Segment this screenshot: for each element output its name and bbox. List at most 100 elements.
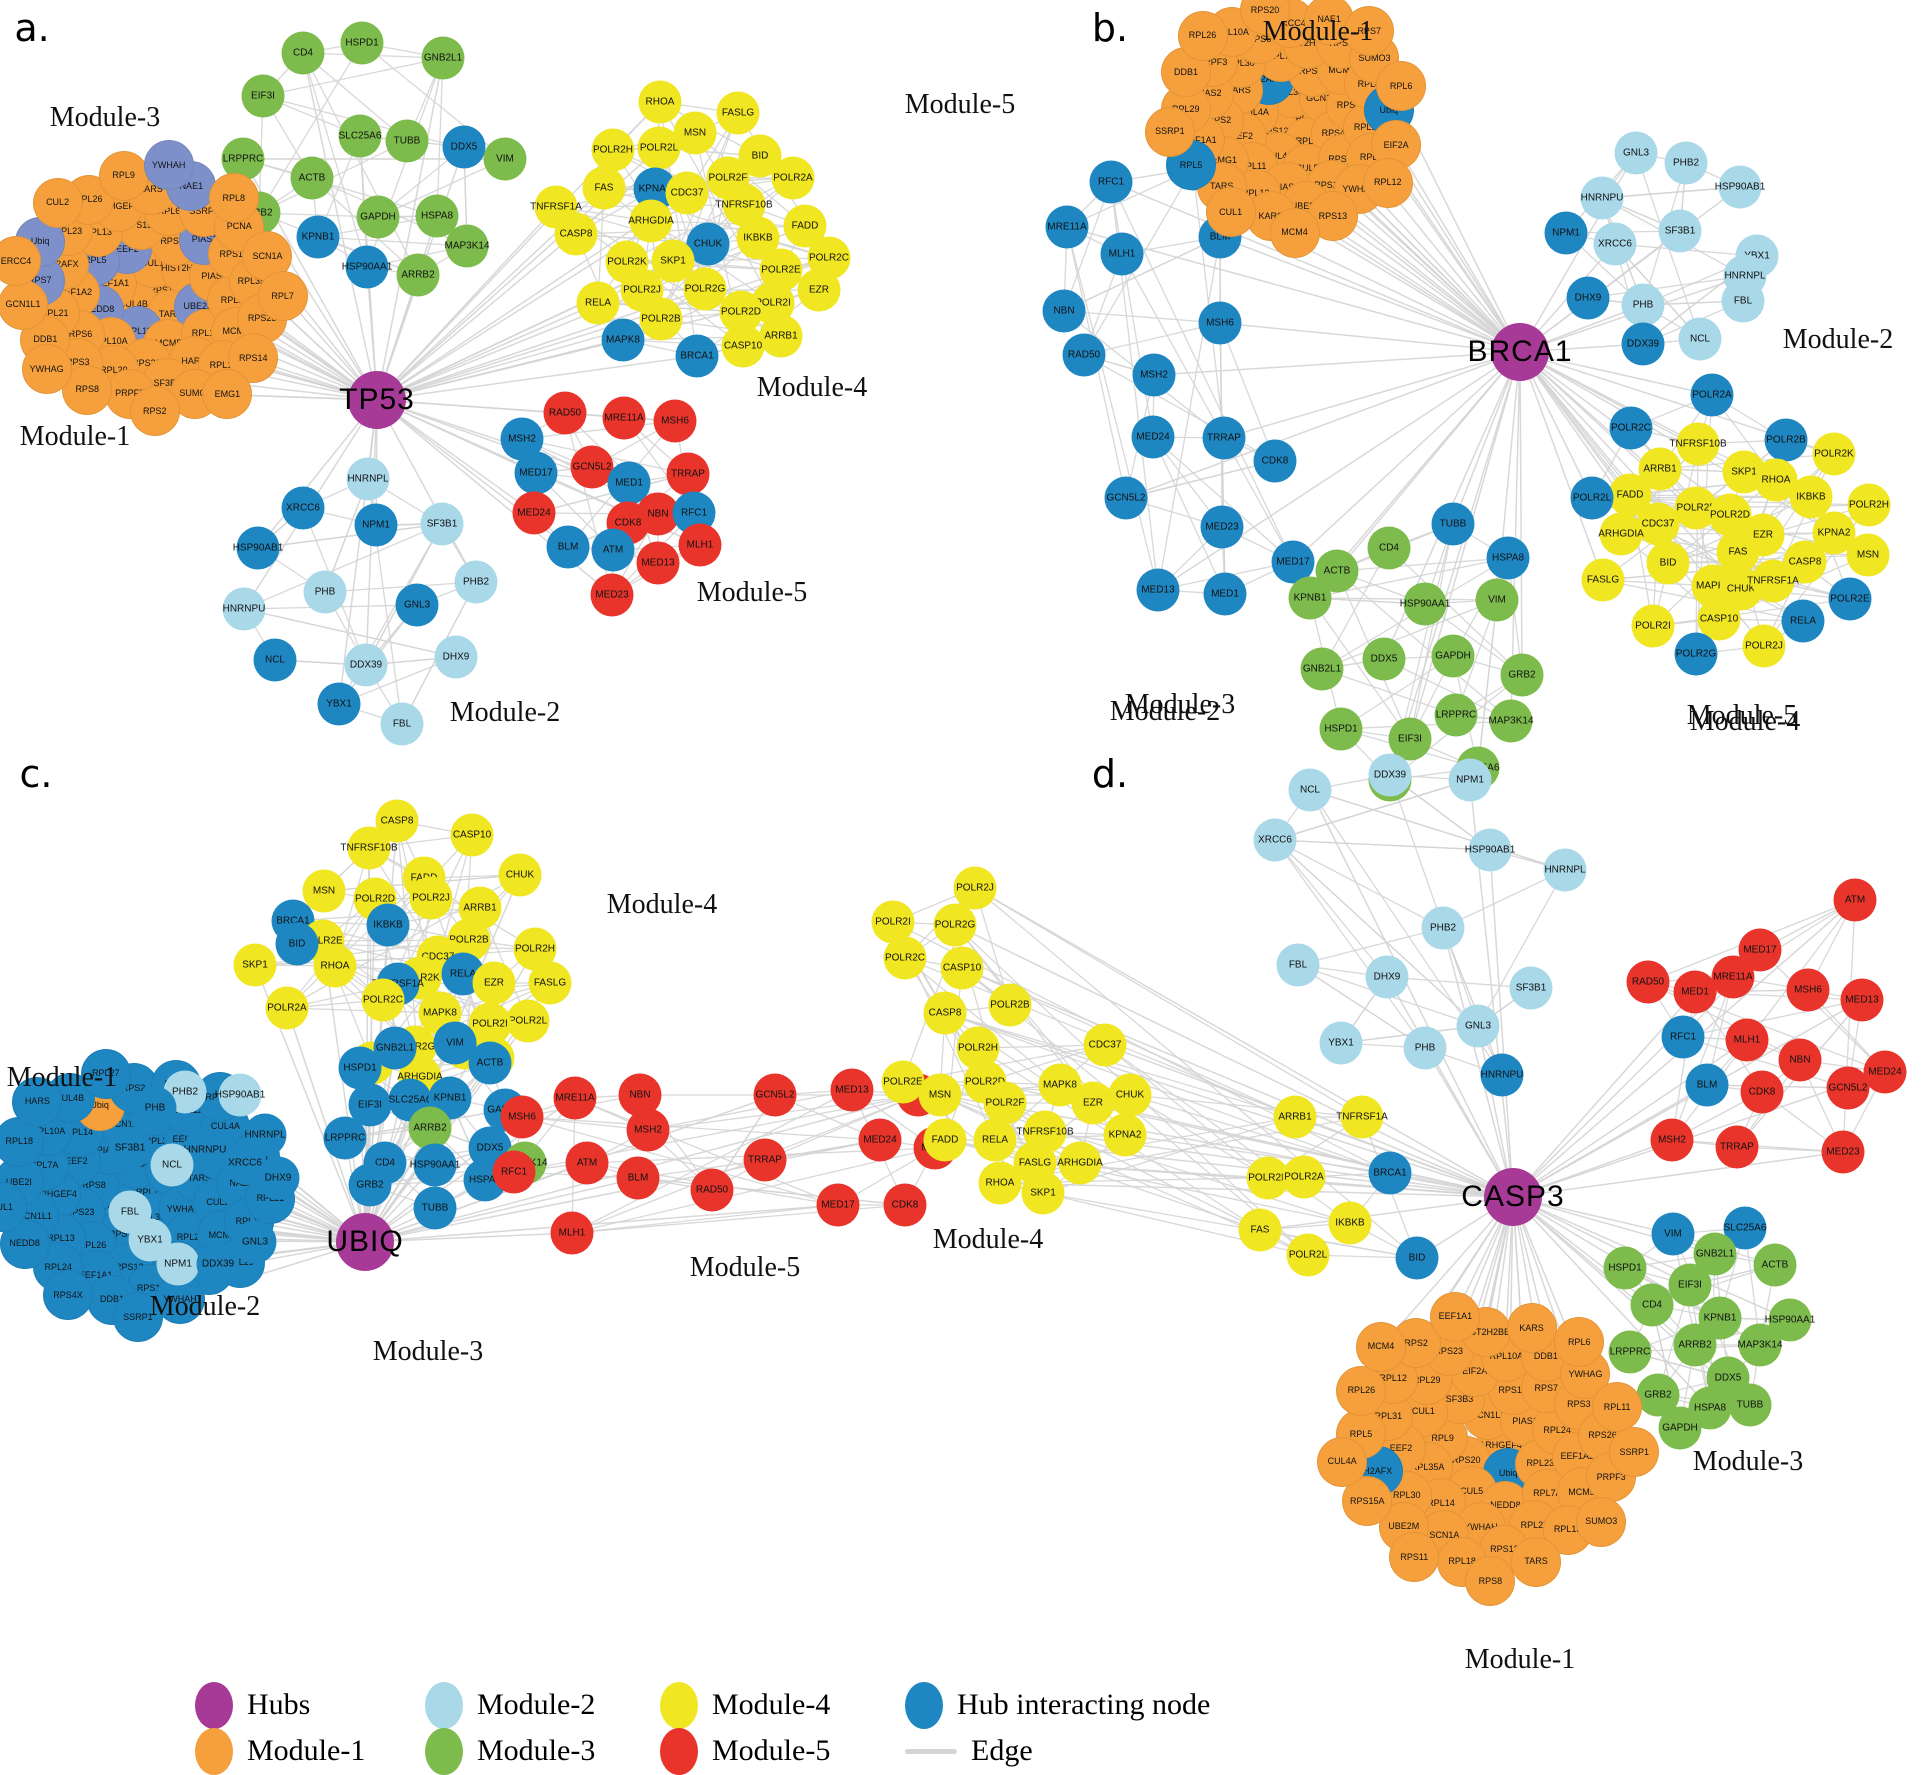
node-tnfrsf1a[interactable]: TNFRSF1A (1747, 559, 1799, 603)
node-polr2c[interactable]: POLR2C (883, 936, 927, 980)
node-ezr[interactable]: EZR (797, 268, 841, 312)
node-med1[interactable]: MED1 (1673, 970, 1717, 1014)
node-polr2l[interactable]: POLR2L (637, 126, 681, 170)
node-map3k14[interactable]: MAP3K14 (1488, 699, 1534, 743)
node-hspd1[interactable]: HSPD1 (338, 1046, 382, 1090)
node-eif3i[interactable]: EIF3I (1668, 1263, 1712, 1307)
node-ddx5[interactable]: DDX5 (1362, 637, 1406, 681)
node-mlh1[interactable]: MLH1 (550, 1211, 594, 1255)
node-mcm4[interactable]: MCM4 (1269, 207, 1320, 258)
node-hsp90aa1[interactable]: HSP90AA1 (342, 245, 392, 289)
node-fbl[interactable]: FBL (1721, 279, 1765, 323)
node-rpl26[interactable]: RPL26 (1177, 10, 1228, 61)
node-brca1[interactable]: BRCA1 (675, 334, 719, 378)
node-casp10[interactable]: CASP10 (721, 324, 765, 368)
hub-node-ubiq[interactable] (336, 1213, 394, 1271)
node-atm[interactable]: ATM (565, 1141, 609, 1185)
node-msh6[interactable]: MSH6 (653, 399, 697, 443)
node-ddx39[interactable]: DDX39 (1621, 322, 1665, 366)
node-gcn5l2[interactable]: GCN5L2 (1104, 476, 1148, 520)
node-tars[interactable]: TARS (1511, 1536, 1562, 1587)
node-rhoa[interactable]: RHOA (978, 1161, 1022, 1205)
node-cdk8[interactable]: CDK8 (1253, 439, 1297, 483)
node-rpl26[interactable]: RPL26 (1336, 1365, 1387, 1416)
node-hsp90ab1[interactable]: HSP90AB1 (215, 1073, 265, 1117)
node-casp10[interactable]: CASP10 (940, 946, 984, 990)
node-arhgdia[interactable]: ARHGDIA (1598, 512, 1644, 556)
node-skp1[interactable]: SKP1 (1021, 1171, 1065, 1215)
node-hspd1[interactable]: HSPD1 (1603, 1246, 1647, 1290)
node-ddx5[interactable]: DDX5 (442, 125, 486, 169)
node-med17[interactable]: MED17 (514, 451, 558, 495)
node-rps11[interactable]: RPS11 (1389, 1532, 1440, 1583)
node-ezr[interactable]: EZR (1071, 1081, 1115, 1125)
node-rpl9[interactable]: RPL9 (98, 150, 149, 201)
node-rela[interactable]: RELA (576, 281, 620, 325)
node-tubb[interactable]: TUBB (1728, 1383, 1772, 1427)
node-polr2l[interactable]: POLR2L (1570, 476, 1614, 520)
node-atm[interactable]: ATM (591, 528, 635, 572)
node-hsp90aa1[interactable]: HSP90AA1 (1400, 582, 1450, 626)
node-hsp90ab1[interactable]: HSP90AB1 (1465, 828, 1515, 872)
node-xrcc6[interactable]: XRCC6 (1593, 222, 1637, 266)
node-lrpprc[interactable]: LRPPRC (323, 1116, 367, 1160)
node-med24[interactable]: MED24 (1863, 1050, 1907, 1094)
node-ncl[interactable]: NCL (1288, 768, 1332, 812)
node-brca1[interactable]: BRCA1 (1368, 1151, 1412, 1195)
hub-node-brca1[interactable] (1491, 323, 1549, 381)
node-polr2c[interactable]: POLR2C (361, 978, 405, 1022)
node-polr2l[interactable]: POLR2L (506, 999, 550, 1043)
node-cul4a[interactable]: CUL4A (1317, 1436, 1368, 1487)
node-gnl3[interactable]: GNL3 (395, 583, 439, 627)
node-msh6[interactable]: MSH6 (500, 1095, 544, 1139)
node-casp8[interactable]: CASP8 (554, 212, 598, 256)
hub-node-tp53[interactable] (348, 371, 406, 429)
node-msh6[interactable]: MSH6 (1198, 301, 1242, 345)
node-dhx9[interactable]: DHX9 (434, 635, 478, 679)
node-gnl3[interactable]: GNL3 (1456, 1004, 1500, 1048)
node-msh6[interactable]: MSH6 (1786, 968, 1830, 1012)
node-npm1[interactable]: NPM1 (1448, 758, 1492, 802)
node-skp1[interactable]: SKP1 (233, 943, 277, 987)
node-rhoa[interactable]: RHOA (313, 944, 357, 988)
node-faslg[interactable]: FASLG (528, 961, 572, 1005)
node-rad50[interactable]: RAD50 (543, 391, 587, 435)
node-rpl8[interactable]: RPL8 (208, 173, 259, 224)
node-fadd[interactable]: FADD (923, 1118, 967, 1162)
node-rps2[interactable]: RPS2 (129, 386, 180, 437)
node-arhgdia[interactable]: ARHGDIA (1057, 1141, 1103, 1185)
node-casp10[interactable]: CASP10 (450, 813, 494, 857)
node-mlh1[interactable]: MLH1 (678, 523, 722, 567)
node-cd4[interactable]: CD4 (1367, 526, 1411, 570)
node-dhx9[interactable]: DHX9 (1566, 276, 1610, 320)
node-blm[interactable]: BLM (616, 1156, 660, 1200)
node-npm1[interactable]: NPM1 (354, 503, 398, 547)
node-rhoa[interactable]: RHOA (638, 80, 682, 124)
node-tubb[interactable]: TUBB (385, 119, 429, 163)
node-msh2[interactable]: MSH2 (1132, 353, 1176, 397)
node-phb[interactable]: PHB (303, 570, 347, 614)
node-phb2[interactable]: PHB2 (1664, 141, 1708, 185)
node-vim[interactable]: VIM (483, 137, 527, 181)
node-msh2[interactable]: MSH2 (1650, 1118, 1694, 1162)
node-mre11a[interactable]: MRE11A (602, 396, 646, 440)
node-faslg[interactable]: FASLG (716, 91, 760, 135)
node-tubb[interactable]: TUBB (1431, 502, 1475, 546)
node-fbl[interactable]: FBL (1276, 943, 1320, 987)
node-grb2[interactable]: GRB2 (1500, 653, 1544, 697)
node-phb2[interactable]: PHB2 (454, 560, 498, 604)
node-gapdh[interactable]: GAPDH (356, 195, 400, 239)
node-eef1a1[interactable]: EEF1A1 (1430, 1291, 1481, 1342)
node-rela[interactable]: RELA (973, 1118, 1017, 1162)
node-cdc37[interactable]: CDC37 (1083, 1023, 1127, 1067)
node-rad50[interactable]: RAD50 (1062, 333, 1106, 377)
node-tnfrsf10b[interactable]: TNFRSF10B (1669, 422, 1727, 466)
node-casp8[interactable]: CASP8 (923, 991, 967, 1035)
node-faslg[interactable]: FASLG (1581, 558, 1625, 602)
node-gcn5l2[interactable]: GCN5L2 (1826, 1066, 1870, 1110)
node-med23[interactable]: MED23 (1200, 505, 1244, 549)
node-trrap[interactable]: TRRAP (666, 452, 710, 496)
node-hsp90aa1[interactable]: HSP90AA1 (410, 1143, 460, 1187)
node-sf3b1[interactable]: SF3B1 (108, 1126, 152, 1170)
node-ssrp1[interactable]: SSRP1 (1609, 1427, 1660, 1478)
